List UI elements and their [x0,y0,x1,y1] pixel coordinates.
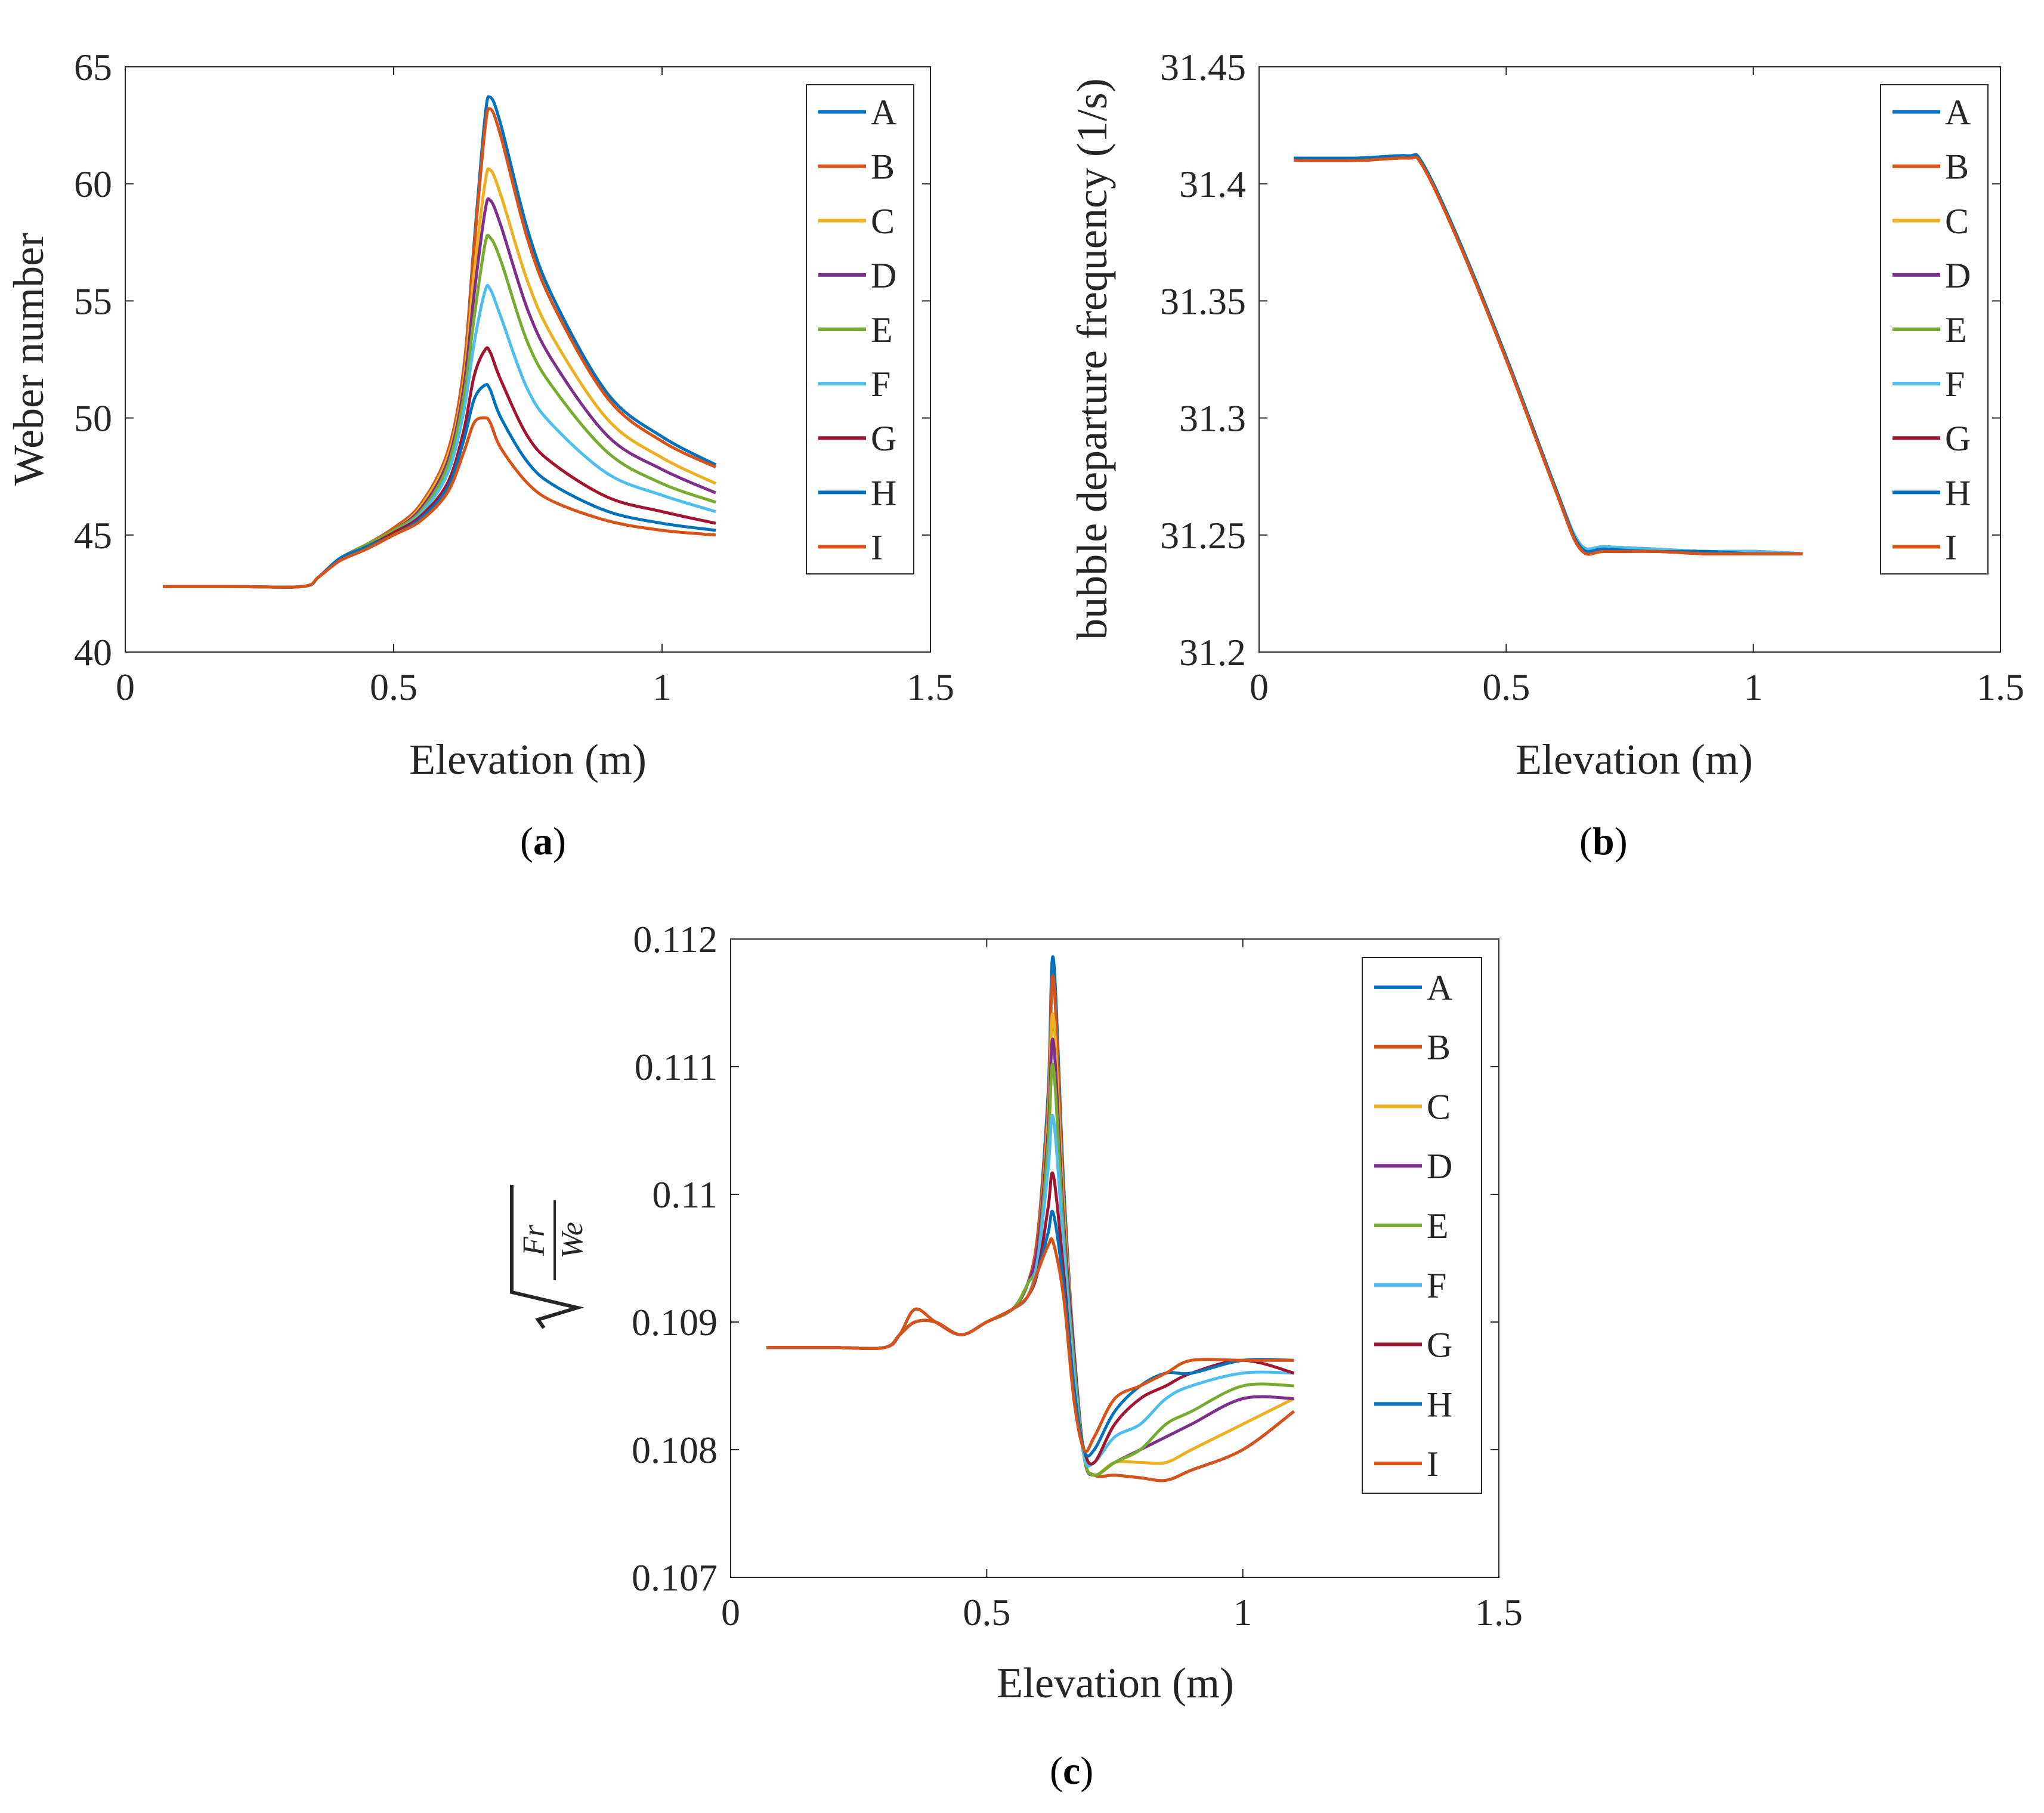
legend-label-H: H [871,473,896,512]
y-axis-label: Fr We [510,1185,589,1329]
legend-label-H: H [1427,1385,1452,1424]
legend-label-F: F [871,365,890,404]
legend-label-I: I [1945,527,1957,567]
y-tick-label: 31.2 [1179,631,1246,674]
x-axis-label: Elevation (m) [409,736,647,783]
panel-caption: (b) [1579,820,1628,863]
y-label-denominator: We [555,1222,589,1259]
legend-label-G: G [1945,419,1971,458]
legend-label-D: D [871,256,896,295]
legend-label-E: E [1945,310,1967,350]
y-tick-label: 31.45 [1160,46,1246,88]
legend-label-C: C [1427,1087,1451,1126]
y-tick-label: 65 [74,46,112,88]
sqrt-symbol [510,1185,585,1329]
panel-caption: (c) [1050,1749,1093,1793]
series-line-I [162,416,716,589]
legend-label-I: I [871,527,883,567]
legend-label-A: A [1945,93,1971,132]
panel-caption: (a) [520,820,566,863]
legend-label-D: D [1427,1147,1452,1186]
x-tick-label: 0 [116,666,135,708]
x-tick-label: 1 [653,666,672,708]
y-axis-label: bubble departure frequency (1/s) [1068,78,1116,640]
legend-label-H: H [1945,473,1971,512]
legend-label-I: I [1427,1444,1439,1484]
x-tick-label: 0.5 [963,1591,1010,1633]
legend-label-F: F [1427,1266,1446,1305]
caption-close: ) [1615,820,1628,863]
legend-label-B: B [1945,147,1969,187]
caption-letter: a [533,820,553,863]
x-tick-label: 0 [1250,666,1269,708]
y-tick-label: 31.35 [1160,280,1246,322]
chart-panel-b: 0 0.5 1 1.5 31.2 31.25 31.3 31.35 31.4 31.45 Eleva… [1068,46,2024,863]
y-tick-label: 0.112 [633,918,718,960]
legend-label-D: D [1945,256,1971,295]
legend-label-B: B [1427,1028,1451,1067]
legend-label-C: C [871,202,895,241]
x-tick-label: 0 [721,1591,740,1633]
y-tick-label: 60 [74,163,112,205]
y-tick-label: 0.108 [632,1429,718,1471]
legend-label-G: G [871,419,896,458]
caption-open: ( [520,820,533,863]
legend-label-G: G [1427,1326,1452,1365]
y-label-numerator: Fr [517,1224,551,1256]
y-tick-label: 50 [74,397,112,440]
x-tick-label: 1 [1744,666,1763,708]
y-axis-label: Weber number [5,233,52,486]
x-tick-label: 0.5 [370,666,418,708]
caption-open: ( [1579,820,1592,863]
x-tick-label: 1.5 [1475,1591,1523,1633]
x-axis-label: Elevation (m) [997,1659,1234,1707]
y-tick-label: 0.11 [652,1173,718,1216]
axes-box [1258,66,2001,653]
legend-label-E: E [871,310,893,350]
y-tick-label: 40 [74,631,112,674]
caption-letter: b [1592,820,1615,863]
y-tick-label: 31.25 [1160,514,1246,557]
y-tick-label: 31.3 [1179,397,1246,440]
y-tick-label: 45 [74,514,112,557]
chart-panel-a: 0 0.5 1 1.5 40 45 50 55 60 65 Elevation (m) Weber n… [5,46,954,863]
legend-label-F: F [1945,365,1965,404]
caption-letter: c [1063,1749,1080,1793]
caption-close: ) [1080,1749,1093,1793]
series-line-I [766,1237,1294,1453]
legend-label-B: B [871,147,895,187]
y-tick-label: 0.109 [632,1301,718,1343]
caption-open: ( [1050,1749,1063,1793]
legend-label-A: A [871,93,896,132]
series-line-I [1293,155,1803,556]
y-tick-label: 55 [74,280,112,322]
y-tick-label: 0.107 [632,1556,718,1599]
caption-close: ) [553,820,566,863]
x-tick-label: 1.5 [907,666,954,708]
x-tick-label: 0.5 [1482,666,1530,708]
axes-box [125,66,931,653]
x-axis-label: Elevation (m) [1516,736,1753,783]
legend-label-C: C [1945,202,1969,241]
legend-label-A: A [1427,968,1452,1008]
series-line-B [766,974,1295,1482]
x-tick-label: 1.5 [1977,666,2024,708]
y-tick-label: 0.111 [635,1046,718,1088]
chart-panel-c: 0 0.5 1 1.5 0.107 0.108 0.109 0.11 0.111 0.112 Ele… [510,918,1523,1793]
x-tick-label: 1 [1233,1591,1253,1633]
y-tick-label: 31.4 [1179,163,1246,205]
legend-label-E: E [1427,1206,1449,1246]
